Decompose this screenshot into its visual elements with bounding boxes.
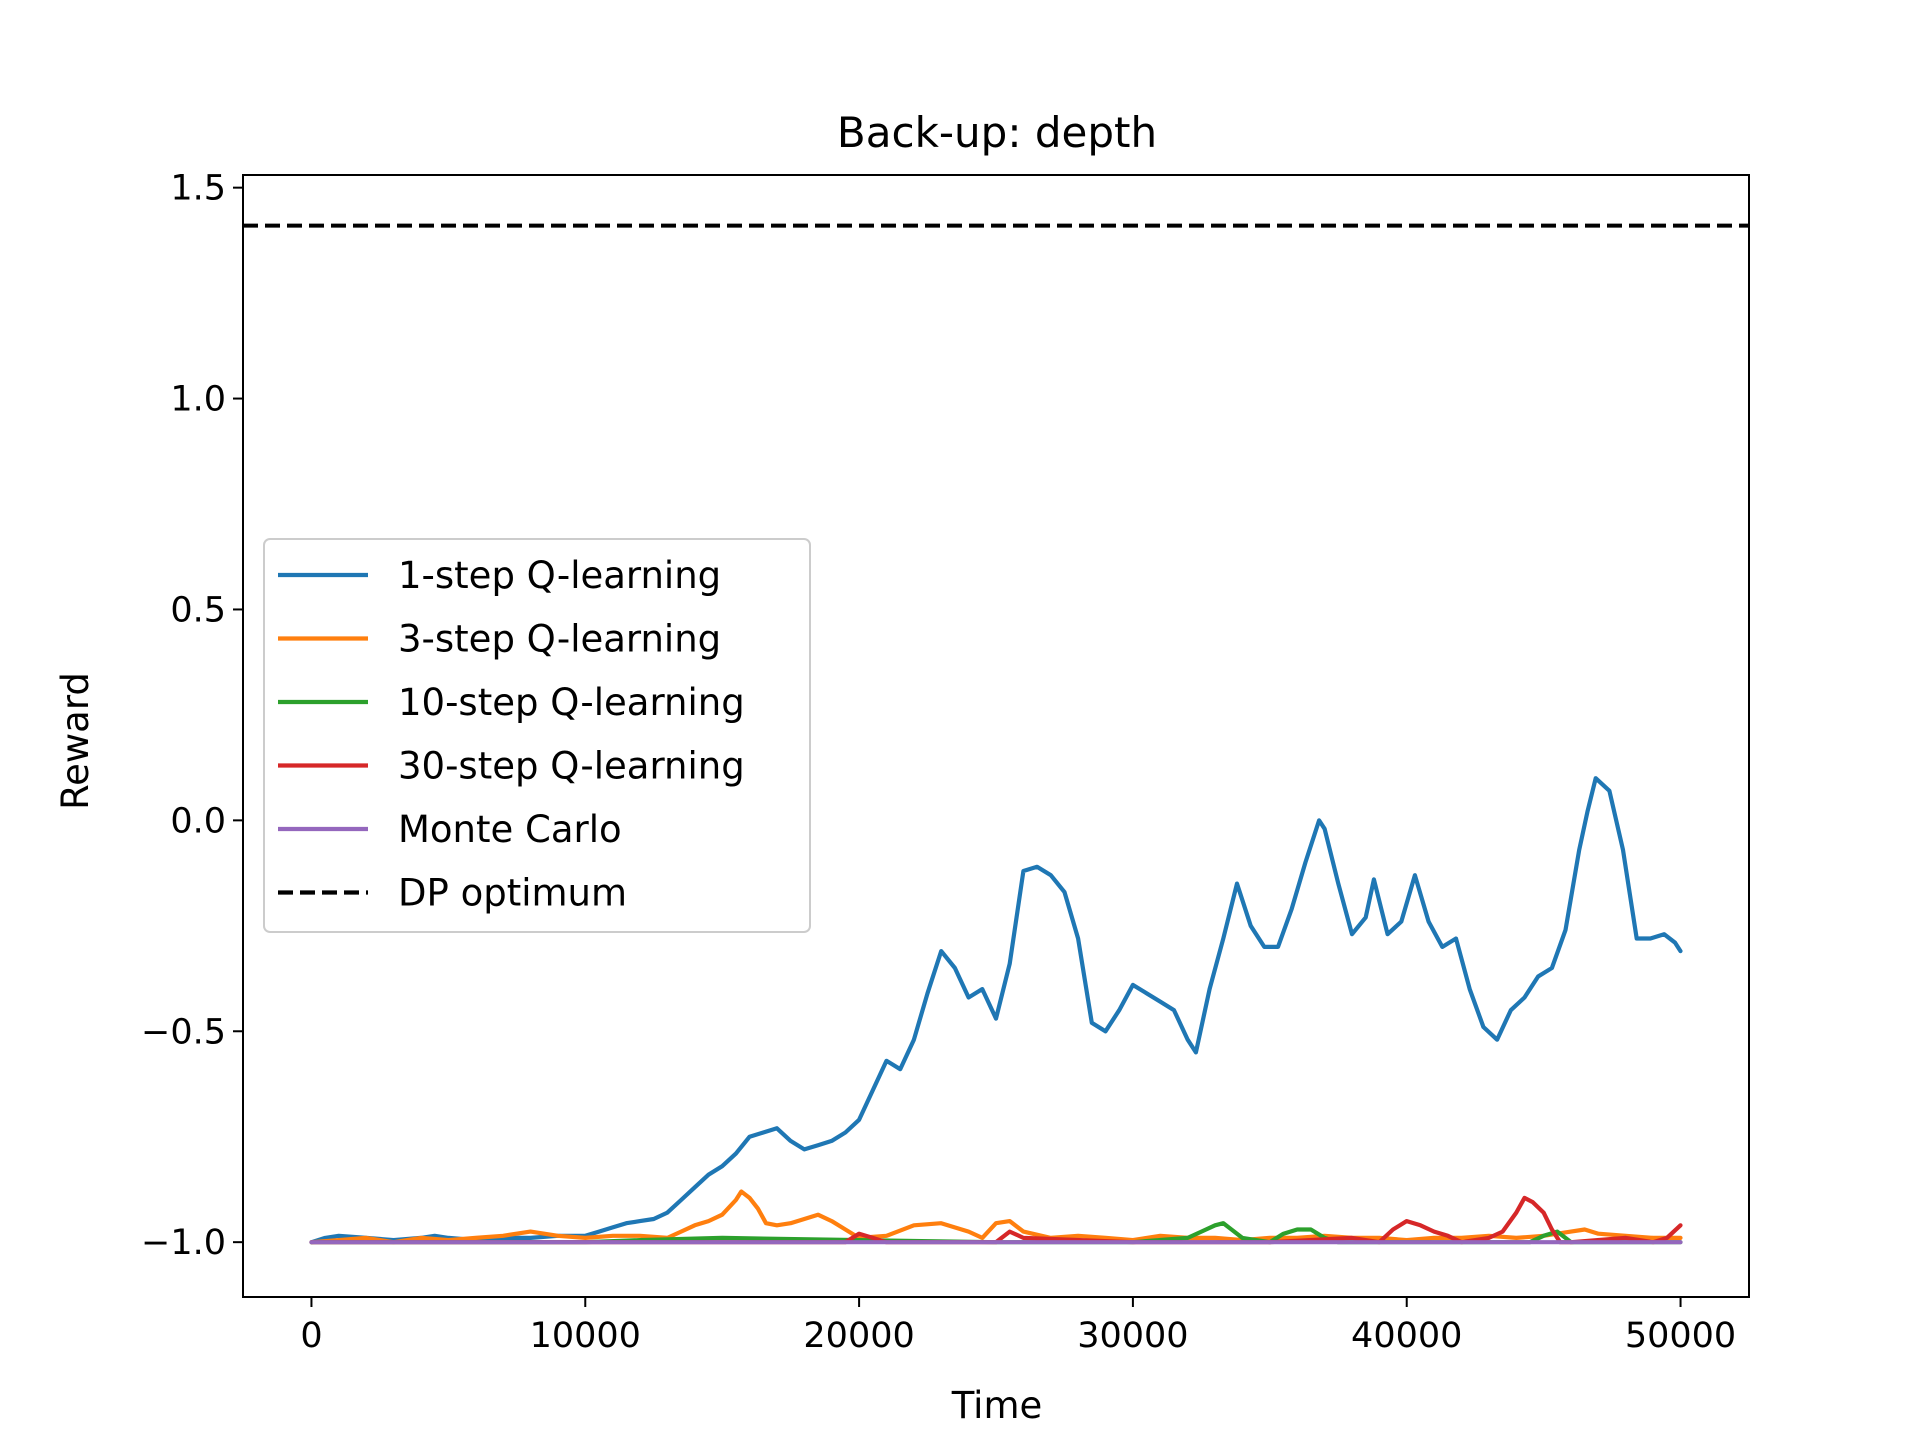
legend-label-5: DP optimum <box>398 872 627 915</box>
y-tick-label: 1.0 <box>170 380 226 420</box>
y-tick-label: −1.0 <box>141 1223 226 1263</box>
x-tick-label: 0 <box>300 1316 322 1356</box>
y-tick-label: 0.5 <box>170 590 226 630</box>
x-tick-label: 20000 <box>803 1316 914 1356</box>
x-axis-label: Time <box>951 1384 1043 1427</box>
series-line-3 <box>309 1195 1683 1245</box>
y-tick-label: −0.5 <box>141 1012 226 1052</box>
series-line-0 <box>309 776 1683 1245</box>
legend-label-0: 1-step Q-learning <box>398 554 721 597</box>
chart-title: Back-up: depth <box>837 108 1157 157</box>
legend-label-1: 3-step Q-learning <box>398 618 721 661</box>
legend-label-3: 30-step Q-learning <box>398 745 745 788</box>
series-layer <box>243 223 1749 1245</box>
plot-frame <box>242 174 1750 1298</box>
y-tick-label: 0.0 <box>170 801 226 841</box>
x-tick-label: 10000 <box>530 1316 641 1356</box>
x-tick-label: 30000 <box>1077 1316 1188 1356</box>
y-axis: −1.0 −0.5 0.0 0.5 1.0 1.5 <box>141 169 243 1263</box>
series-line-1 <box>309 1189 1683 1245</box>
x-axis: 0 10000 20000 30000 40000 50000 <box>300 1297 1736 1356</box>
legend-label-2: 10-step Q-learning <box>398 681 745 724</box>
legend-box <box>263 538 811 933</box>
x-tick-label: 50000 <box>1625 1316 1736 1356</box>
y-axis-label: Reward <box>54 672 97 810</box>
y-tick-label: 1.5 <box>170 169 226 209</box>
legend-label-4: Monte Carlo <box>398 808 622 851</box>
x-tick-label: 40000 <box>1351 1316 1462 1356</box>
legend: 1-step Q-learning 3-step Q-learning 10-ste… <box>263 538 811 933</box>
